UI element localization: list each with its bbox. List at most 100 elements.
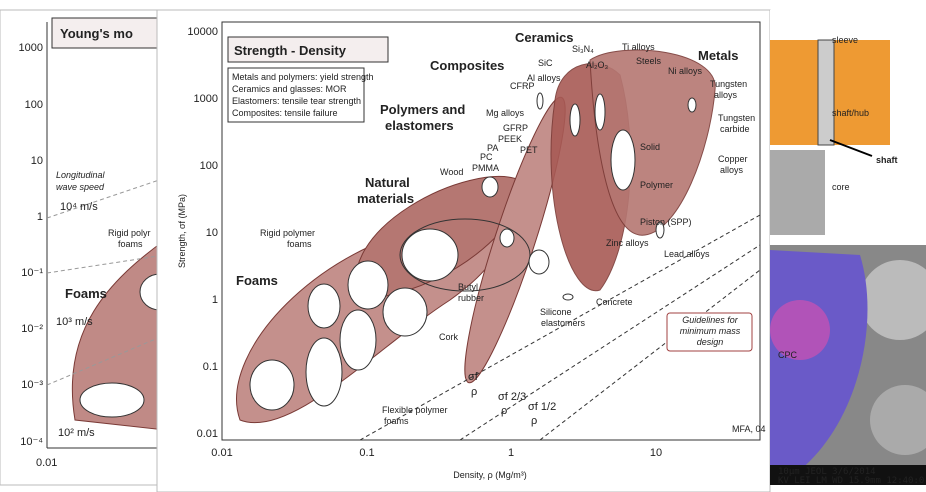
label: carbide: [720, 124, 750, 134]
legend-text: Elastomers: tensile tear strength: [232, 96, 361, 106]
diagram: sleeve shaft/hub shaft core: [770, 10, 926, 245]
label: CPC: [778, 350, 798, 360]
label: Foams: [65, 286, 107, 301]
core: [770, 150, 825, 235]
x-tick-label: 1: [508, 447, 514, 459]
label: Concrete: [596, 297, 633, 307]
label: Composites: [430, 58, 504, 73]
label: shaft: [876, 155, 898, 165]
label: Lead alloys: [664, 249, 710, 259]
slope-label: ρ: [471, 386, 477, 398]
legend-text: Ceramics and glasses: MOR: [232, 84, 347, 94]
screenshot: Young's mo 1000 100 10 1 10⁻¹ 10⁻² 10⁻³ …: [0, 0, 926, 492]
label: PEEK: [498, 134, 522, 144]
label: Ti alloys: [622, 42, 655, 52]
y-tick-label: 10000: [187, 26, 218, 38]
label: Guidelines for: [682, 315, 739, 325]
y-tick-label: 10⁻²: [21, 323, 43, 335]
label: 10⁴ m/s: [60, 201, 98, 213]
label: Polymers and: [380, 102, 465, 117]
label: core: [832, 182, 850, 192]
label: alloys: [720, 165, 744, 175]
label: elastomers: [385, 118, 454, 133]
overlay-text: Polymer: [640, 180, 673, 190]
label: rubber: [458, 293, 484, 303]
slope-label: ρ: [501, 405, 507, 417]
label: alloys: [714, 90, 738, 100]
label: foams: [384, 416, 409, 426]
chart-title: Strength - Density: [234, 43, 347, 58]
y-tick-label: 10⁻⁴: [20, 436, 43, 448]
label: 10² m/s: [58, 427, 95, 439]
label: PMMA: [472, 163, 499, 173]
y-axis-label: Strength, σf (MPa): [177, 194, 187, 268]
label: Foams: [236, 273, 278, 288]
slope-label: σf 2/3: [498, 391, 526, 403]
y-tick-label: 10: [206, 227, 218, 239]
label: Copper: [718, 154, 748, 164]
x-tick-label: 0.01: [211, 447, 232, 459]
label: sleeve: [832, 35, 858, 45]
x-tick-label: 10: [650, 447, 662, 459]
label: KV LEI LM WD 15.9mm 12:40:0: [778, 476, 924, 486]
label: Steels: [636, 56, 662, 66]
y-tick-label: 10⁻¹: [21, 267, 43, 279]
y-tick-label: 100: [200, 160, 218, 172]
label: Zinc alloys: [606, 238, 649, 248]
slope-label: σf 1/2: [528, 401, 556, 413]
label: Rigid polymer: [260, 228, 315, 238]
label: Butyl: [458, 282, 478, 292]
label: Tungsten: [710, 79, 747, 89]
label: Al₂O₃: [586, 60, 608, 70]
y-tick-label: 0.01: [197, 428, 218, 440]
label: MFA, 04: [732, 424, 766, 434]
y-tick-label: 0.1: [203, 361, 218, 373]
label: Cork: [439, 332, 459, 342]
label: Ni alloys: [668, 66, 703, 76]
overlay-text: Piston (SPP): [640, 217, 692, 227]
label: Si₃N₄: [572, 44, 594, 54]
main-chart: Strength - Density Metals and polymers: …: [157, 10, 770, 492]
label: foams: [287, 239, 312, 249]
chart-title: Young's mo: [60, 26, 133, 41]
legend-text: Metals and polymers: yield strength: [232, 72, 374, 82]
label: CFRP: [510, 81, 535, 91]
shaft: [818, 40, 834, 145]
y-tick-label: 1000: [19, 42, 43, 54]
label: elastomers: [541, 318, 586, 328]
overlay-text: Solid: [640, 142, 660, 152]
sem-image: CPC 10μm JEOL 3/6/2014 KV LEI LM WD 15.9…: [770, 245, 926, 486]
y-tick-label: 100: [25, 99, 43, 111]
label: Silicone: [540, 307, 572, 317]
y-tick-label: 1: [37, 211, 43, 223]
label: Flexible polymer: [382, 405, 448, 415]
label: shaft/hub: [832, 108, 869, 118]
label: 10³ m/s: [56, 316, 93, 328]
x-tick-label: 0.01: [36, 457, 57, 469]
y-tick-label: 1: [212, 294, 218, 306]
label: wave speed: [56, 182, 105, 192]
label: PC: [480, 152, 493, 162]
label: Wood: [440, 167, 463, 177]
label: Mg alloys: [486, 108, 525, 118]
y-tick-label: 10⁻³: [21, 379, 43, 391]
label: foams: [118, 239, 143, 249]
label: GFRP: [503, 123, 528, 133]
ellipse: [80, 383, 144, 417]
label: design: [697, 337, 724, 347]
label: Longitudinal: [56, 170, 106, 180]
label: Tungsten: [718, 113, 755, 123]
label: PET: [520, 145, 538, 155]
label: materials: [357, 191, 414, 206]
legend-text: Composites: tensile failure: [232, 108, 338, 118]
y-tick-label: 1000: [194, 93, 218, 105]
slope-label: σf: [468, 371, 479, 383]
label: Ceramics: [515, 30, 574, 45]
label: Natural: [365, 175, 410, 190]
label: Metals: [698, 48, 738, 63]
y-tick-label: 10: [31, 155, 43, 167]
x-tick-label: 0.1: [359, 447, 374, 459]
label: minimum mass: [680, 326, 741, 336]
left-chart: Young's mo 1000 100 10 1 10⁻¹ 10⁻² 10⁻³ …: [0, 10, 180, 485]
x-axis-label: Density, ρ (Mg/m³): [453, 470, 526, 480]
